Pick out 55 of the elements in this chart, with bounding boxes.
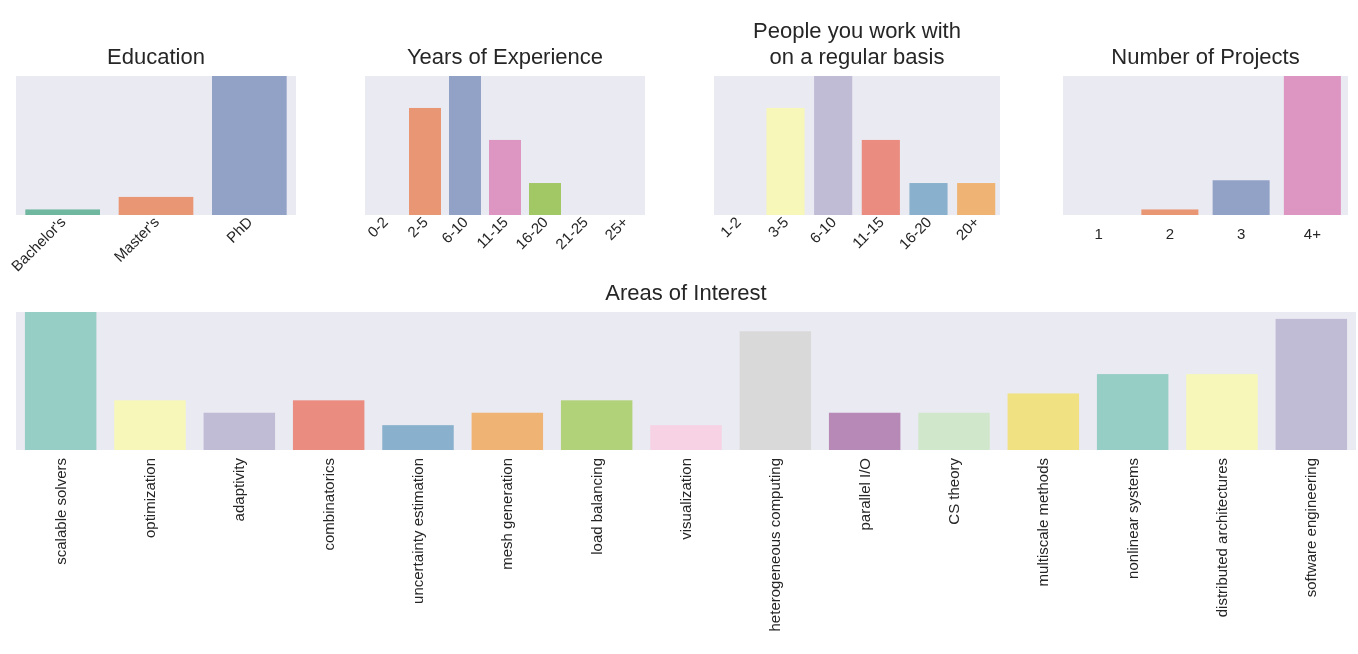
- x-tick-label: 4+: [1303, 225, 1322, 242]
- x-tick-label: 25+: [601, 212, 632, 244]
- chart-title: People you work with on a regular basis: [753, 18, 961, 69]
- x-tick-label: 1-2: [716, 213, 744, 241]
- bar: [24, 312, 97, 450]
- x-tick-label: adaptivity: [230, 457, 248, 522]
- bar: [828, 412, 901, 450]
- x-tick-label: 0-2: [363, 213, 392, 241]
- bar: [1186, 374, 1258, 450]
- bar: [471, 412, 544, 450]
- x-tick-label: 3-5: [764, 213, 792, 241]
- x-tick-label: uncertainty estimation: [409, 458, 426, 604]
- bar: [814, 76, 853, 215]
- bar: [1275, 318, 1348, 450]
- bar: [449, 76, 481, 215]
- chart-title: Education: [107, 44, 205, 69]
- x-tick-label: CS theory: [945, 457, 962, 525]
- bar: [1096, 374, 1169, 450]
- x-tick-label: mesh generation: [498, 458, 516, 570]
- bar: [560, 400, 633, 450]
- bar: [203, 412, 276, 450]
- x-tick-label: multiscale methods: [1034, 458, 1052, 587]
- x-tick-label: 1: [1094, 225, 1103, 242]
- x-tick-label: parallel I/O: [855, 458, 873, 531]
- x-tick-label: visualization: [677, 458, 694, 540]
- x-tick-label: 2-5: [403, 213, 432, 241]
- bar: [909, 183, 948, 215]
- bar: [861, 139, 900, 215]
- bar: [739, 331, 812, 450]
- x-tick-label: load balancing: [587, 458, 605, 555]
- bar: [529, 183, 561, 215]
- bar: [292, 400, 365, 450]
- chart-title: Number of Projects: [1111, 44, 1300, 69]
- bar: [382, 425, 454, 450]
- x-tick-label: nonlinear systems: [1123, 458, 1141, 579]
- x-tick-label: 3: [1236, 225, 1246, 242]
- chart-title: Years of Experience: [406, 44, 604, 69]
- x-tick-label: software engineering: [1302, 458, 1320, 598]
- chart-title: Areas of Interest: [605, 280, 767, 305]
- x-tick-label: scalable solvers: [51, 458, 69, 565]
- x-tick-label: distributed architectures: [1213, 458, 1230, 618]
- bar: [918, 412, 990, 450]
- x-tick-label: heterogeneous computing: [766, 458, 784, 632]
- bar: [957, 183, 996, 215]
- bar: [409, 107, 441, 215]
- bar: [766, 107, 805, 215]
- bar: [650, 425, 722, 450]
- x-tick-label: 2: [1165, 225, 1175, 242]
- bar: [489, 139, 521, 215]
- x-tick-label: PhD: [222, 212, 256, 246]
- x-tick-label: combinatorics: [319, 458, 337, 551]
- x-tick-label: optimization: [141, 458, 158, 539]
- bar: [114, 400, 186, 450]
- x-tick-label: 20+: [952, 212, 983, 244]
- bar: [1007, 393, 1080, 450]
